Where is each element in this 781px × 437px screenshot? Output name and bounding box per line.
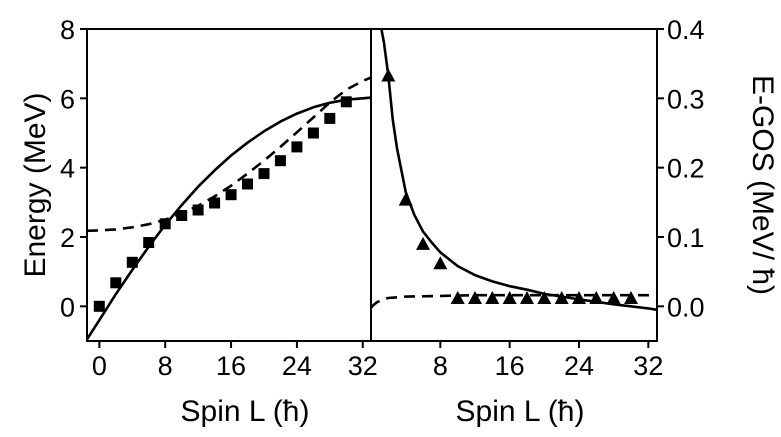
left-square-marker xyxy=(209,197,221,209)
left-x-tick-label: 24 xyxy=(282,351,312,381)
left-square-marker xyxy=(126,256,138,268)
right-triangle-marker xyxy=(433,256,448,270)
right-panel: 8 16 24 320.0 0.1 0.2 0.3 0.4 E-GOS (MeV/ ħ) Sp… xyxy=(370,15,779,428)
right-x-tick-label: 16 xyxy=(495,351,525,381)
left-dashed-curve xyxy=(86,76,372,233)
left-markers xyxy=(93,96,352,312)
left-x-tick-label: 32 xyxy=(348,351,378,381)
left-square-marker xyxy=(258,168,270,180)
right-triangle-marker xyxy=(624,291,638,304)
right-x-tick-label: 32 xyxy=(633,351,663,381)
right-y-tick-label: 0.2 xyxy=(667,154,705,184)
left-curves xyxy=(85,76,372,341)
left-square-marker xyxy=(242,178,253,190)
right-triangle-marker xyxy=(537,291,552,304)
right-curves xyxy=(370,28,658,312)
right-x-tick-label: 24 xyxy=(564,351,594,381)
left-y-tick-label: 8 xyxy=(60,15,75,45)
right-y-tick-label: 0.4 xyxy=(667,15,705,45)
left-square-marker xyxy=(159,218,171,230)
right-triangle-marker xyxy=(502,291,517,304)
left-y-tick-label: 4 xyxy=(60,154,75,184)
left-plot-frame xyxy=(86,28,372,342)
left-square-marker xyxy=(93,300,105,312)
left-square-marker xyxy=(176,210,188,221)
right-y-tick-label: 0.0 xyxy=(667,292,705,322)
right-triangle-marker xyxy=(554,291,569,304)
left-x-axis-title: Spin L (ħ) xyxy=(181,395,310,428)
right-plot-frame xyxy=(370,28,658,342)
right-y-axis-title: E-GOS (MeV/ ħ) xyxy=(746,75,779,295)
right-triangle-marker xyxy=(398,192,413,206)
left-square-marker xyxy=(291,141,303,153)
left-square-marker xyxy=(307,127,319,139)
right-triangle-marker xyxy=(468,291,482,304)
right-dashed-curve xyxy=(370,293,657,309)
left-square-marker xyxy=(324,112,336,124)
right-x-axis-title: Spin L (ħ) xyxy=(456,395,585,428)
left-y-tick-label: 6 xyxy=(60,84,75,114)
left-x-tick-label: 16 xyxy=(216,351,246,381)
right-triangle-marker xyxy=(572,291,586,304)
left-y-tick-label: 2 xyxy=(60,223,75,253)
left-square-marker xyxy=(192,204,204,216)
left-square-marker xyxy=(143,237,155,248)
right-triangle-marker xyxy=(450,291,465,304)
left-y-axis-title: Energy (MeV) xyxy=(19,92,52,277)
left-square-marker xyxy=(110,277,122,289)
left-square-marker xyxy=(274,155,286,167)
left-square-marker xyxy=(340,96,352,108)
right-y-tick-label: 0.1 xyxy=(667,223,705,253)
left-solid-curve xyxy=(85,96,372,341)
right-solid-curve xyxy=(380,28,658,312)
right-triangle-marker xyxy=(416,236,430,250)
right-ticks: 8 16 24 320.0 0.1 0.2 0.3 0.4 xyxy=(433,15,705,381)
left-x-tick-label: 0 xyxy=(92,351,107,381)
right-markers xyxy=(381,68,638,304)
right-y-tick-label: 0.3 xyxy=(667,84,705,114)
left-y-tick-label: 0 xyxy=(60,292,75,322)
right-triangle-marker xyxy=(485,291,500,304)
right-triangle-marker xyxy=(381,68,396,82)
left-square-marker xyxy=(225,189,237,201)
right-x-tick-label: 8 xyxy=(433,351,448,381)
right-triangle-marker xyxy=(520,291,534,304)
right-triangle-marker xyxy=(589,291,604,304)
right-triangle-marker xyxy=(606,291,621,304)
left-x-tick-label: 8 xyxy=(158,351,173,381)
